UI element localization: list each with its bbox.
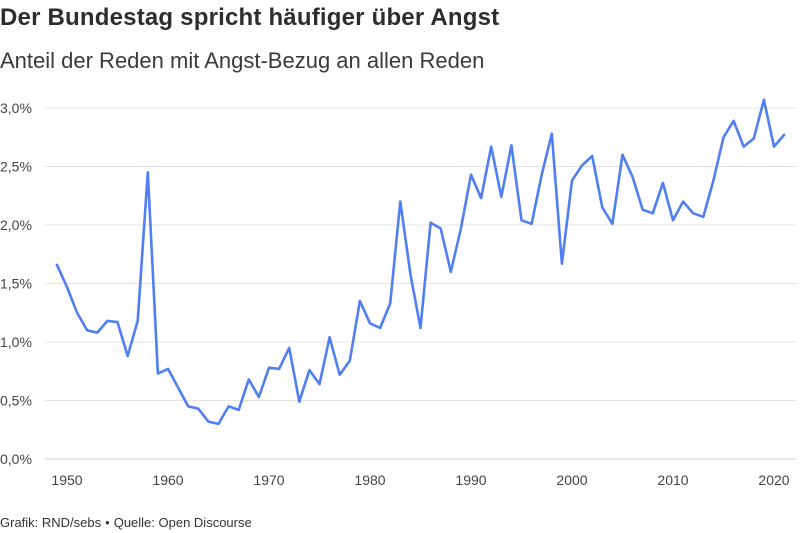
- x-tick-label: 1950: [51, 472, 82, 488]
- x-axis-tick-labels: 1950 1960 1970 1980 1990 2000 2010 2020: [51, 472, 789, 488]
- source-separator: •: [105, 515, 110, 530]
- y-axis-tick-labels: 0,0% 0,5% 1,0% 1,5% 2,0% 2,5% 3,0%: [0, 100, 32, 467]
- x-tick-label: 2010: [657, 472, 688, 488]
- x-tick-label: 1980: [354, 472, 385, 488]
- x-tick-label: 2000: [556, 472, 587, 488]
- y-tick-label: 2,5%: [0, 159, 32, 175]
- x-tick-label: 1970: [253, 472, 284, 488]
- chart-title: Der Bundestag spricht häufiger über Angs…: [0, 4, 500, 31]
- grid-lines: [45, 107, 796, 460]
- y-tick-label: 2,0%: [0, 217, 32, 233]
- x-tick-label: 2020: [758, 472, 789, 488]
- y-tick-label: 0,0%: [0, 451, 32, 467]
- x-tick-label: 1990: [455, 472, 486, 488]
- source-origin: Quelle: Open Discourse: [113, 515, 252, 530]
- series-group: [55, 98, 786, 426]
- chart-subtitle: Anteil der Reden mit Angst-Bezug an alle…: [0, 48, 485, 73]
- series-line-0: [55, 98, 786, 426]
- x-tick-label: 1960: [152, 472, 183, 488]
- y-tick-label: 0,5%: [0, 393, 32, 409]
- source-credit: Grafik: RND/sebs: [0, 515, 102, 530]
- y-tick-label: 1,5%: [0, 276, 32, 292]
- y-tick-label: 3,0%: [0, 100, 32, 116]
- y-tick-label: 1,0%: [0, 334, 32, 350]
- chart-source: Grafik: RND/sebs • Quelle: Open Discourse: [0, 515, 252, 530]
